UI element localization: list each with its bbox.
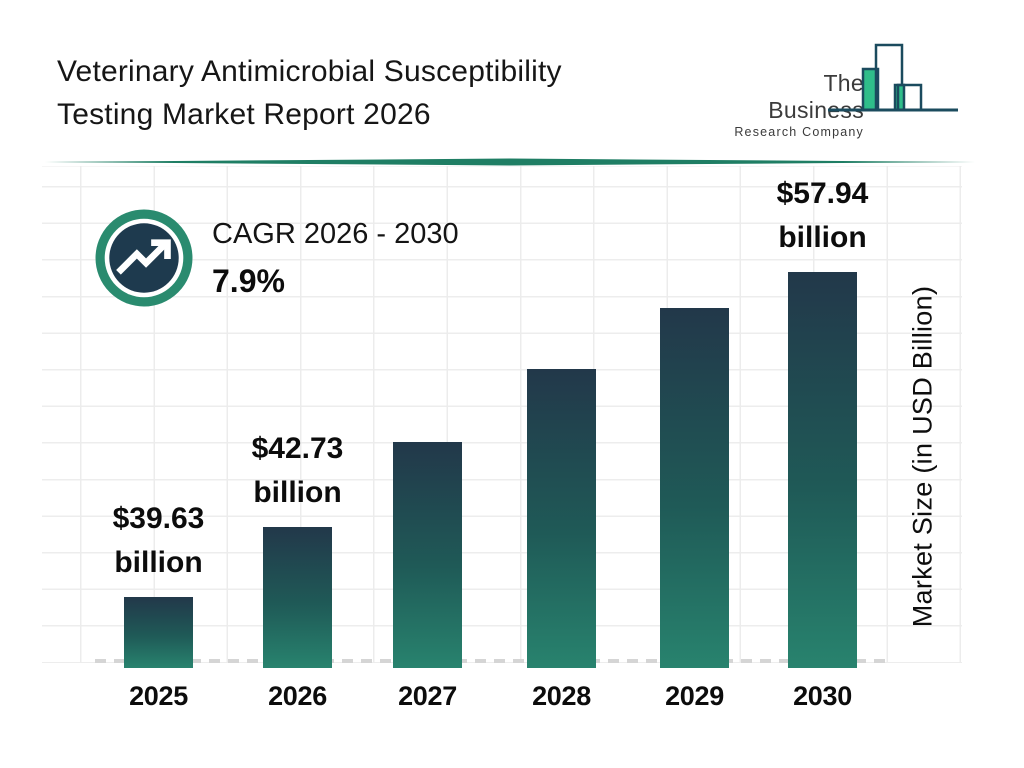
x-tick-label-2025: 2025	[129, 681, 188, 711]
bar-value-label-2025: $39.63 billion	[44, 497, 274, 585]
company-logo: The Business Research Company	[722, 38, 980, 139]
trending-up-badge-icon	[95, 209, 193, 307]
value-unit: billion	[114, 546, 203, 579]
cagr-period-label: CAGR 2026 - 2030	[212, 218, 459, 250]
bar-chart-logo-icon	[828, 43, 958, 112]
bar-2029	[660, 308, 729, 668]
bar-2028	[527, 369, 596, 668]
value-unit: billion	[778, 221, 867, 254]
value-unit: billion	[253, 476, 342, 509]
y-axis-title: Market Size (in USD Billion)	[907, 285, 938, 628]
divider-line	[45, 158, 975, 166]
x-tick-label-2029: 2029	[665, 681, 724, 711]
company-subname: Research Company	[734, 125, 864, 139]
cagr-value: 7.9%	[212, 263, 285, 299]
page-title: Veterinary Antimicrobial Susceptibility …	[57, 50, 562, 136]
x-tick-label-2026: 2026	[268, 681, 327, 711]
x-tick-label-2030: 2030	[793, 681, 852, 711]
bar-2027	[393, 442, 462, 668]
value-amount: $39.63	[112, 502, 205, 535]
page-title-line2: Testing Market Report 2026	[57, 98, 431, 131]
bar-value-label-2030: $57.94 billion	[708, 172, 938, 260]
x-tick-label-2027: 2027	[398, 681, 457, 711]
bar-2030	[788, 272, 857, 668]
x-axis-dashed-baseline	[95, 659, 890, 663]
bar-2026	[263, 527, 332, 668]
value-amount: $57.94	[776, 177, 869, 210]
bar-value-label-2026: $42.73 billion	[183, 427, 413, 515]
x-tick-label-2028: 2028	[532, 681, 591, 711]
bar-2025	[124, 597, 193, 668]
value-amount: $42.73	[251, 432, 344, 465]
page-title-line1: Veterinary Antimicrobial Susceptibility	[57, 55, 562, 88]
